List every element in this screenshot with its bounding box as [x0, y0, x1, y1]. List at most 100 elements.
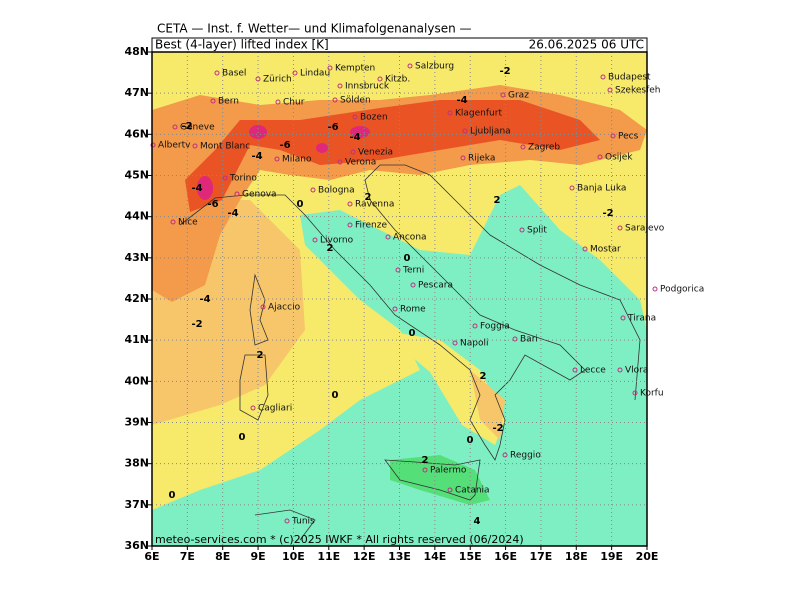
city-marker — [222, 175, 228, 181]
city-label: Terni — [402, 266, 424, 276]
city-marker — [597, 154, 603, 160]
city-marker — [210, 98, 216, 104]
contour-label: -4 — [349, 132, 360, 143]
city-label: Firenze — [355, 221, 387, 231]
contour-label: 0 — [467, 435, 474, 446]
city-marker — [617, 225, 623, 231]
footer: meteo-services.com * (c)2025 IWKF * All … — [155, 533, 524, 546]
city-label: Lindau — [300, 69, 330, 79]
city-marker — [385, 234, 391, 240]
contour-label: -4 — [251, 151, 262, 162]
field-name: Best (4-layer) lifted index [K] — [155, 38, 329, 52]
city-label: Palermo — [430, 466, 467, 476]
city-marker — [395, 267, 401, 273]
city-marker — [214, 70, 220, 76]
city-marker — [392, 306, 398, 312]
lon-label: 19E — [600, 550, 623, 563]
city-label: Bari — [520, 335, 538, 345]
lon-label: 13E — [388, 550, 411, 563]
city-label: Foggia — [480, 322, 510, 332]
city-marker — [310, 187, 316, 193]
lon-label: 16E — [494, 550, 517, 563]
city-marker — [352, 114, 358, 120]
contour-label: -4 — [191, 183, 202, 194]
city-label: Ancona — [393, 233, 427, 243]
city-marker — [460, 155, 466, 161]
city-marker — [347, 201, 353, 207]
city-marker — [447, 110, 453, 116]
contour-label: 2 — [365, 192, 372, 203]
city-label: Salzburg — [415, 62, 454, 72]
city-marker — [462, 128, 468, 134]
contour-label: 0 — [332, 390, 339, 401]
city-marker — [520, 144, 526, 150]
city-marker — [632, 390, 638, 396]
city-label: Podgorica — [660, 285, 704, 295]
city-label: Split — [527, 226, 547, 236]
city-label: Klagenfurt — [455, 109, 502, 119]
lat-label: 42N — [124, 292, 149, 305]
city-marker — [617, 367, 623, 373]
city-label: Kitzb. — [385, 75, 410, 85]
lon-label: 8E — [215, 550, 230, 563]
city-label: Banja Luka — [577, 184, 626, 194]
city-label: Tunis — [291, 517, 315, 527]
city-marker — [502, 452, 508, 458]
field-yellow-south — [380, 330, 505, 445]
city-label: Ljubljana — [470, 127, 511, 137]
lat-label: 40N — [124, 374, 149, 387]
city-label: Bozen — [360, 113, 388, 123]
city-marker — [512, 336, 518, 342]
contour-label: -2 — [492, 423, 503, 434]
lon-label: 7E — [180, 550, 195, 563]
city-marker — [172, 124, 178, 130]
city-label: Ajaccio — [268, 303, 301, 313]
city-label: Osijek — [605, 153, 633, 163]
contour-label: -2 — [181, 121, 192, 132]
contour-label: -6 — [279, 140, 290, 151]
city-label: Bern — [218, 97, 239, 107]
city-marker — [652, 286, 658, 292]
lon-label: 10E — [282, 550, 305, 563]
lat-label: 37N — [124, 498, 149, 511]
city-label: Graz — [508, 91, 529, 101]
lat-label: 39N — [124, 416, 149, 429]
city-marker — [250, 405, 256, 411]
city-label: Napoli — [460, 339, 488, 349]
city-label: Livorno — [320, 236, 354, 246]
contour-label: -4 — [199, 294, 210, 305]
lat-label: 47N — [124, 86, 149, 99]
city-label: Torino — [229, 174, 257, 184]
city-label: Budapest — [608, 73, 651, 83]
lat-label: 41N — [124, 333, 149, 346]
city-marker — [150, 142, 156, 148]
city-label: Albertv — [158, 141, 191, 151]
city-marker — [260, 304, 266, 310]
city-marker — [274, 156, 280, 162]
city-label: Venezia — [358, 148, 393, 158]
field-magenta — [197, 176, 213, 200]
city-label: Zürich — [263, 75, 292, 85]
city-marker — [292, 70, 298, 76]
lon-label: 12E — [353, 550, 376, 563]
city-label: Pecs — [618, 132, 639, 142]
city-marker — [350, 149, 356, 155]
city-marker — [422, 467, 428, 473]
city-label: Rome — [400, 305, 426, 315]
contour-label: -2 — [602, 208, 613, 219]
city-marker — [337, 83, 343, 89]
map-labels: Basel Zürich Lindau Kempten Salzburg Kitzb.In… — [150, 62, 704, 527]
city-label: Basel — [222, 69, 246, 79]
valid-time: 26.06.2025 06 UTC — [529, 38, 644, 52]
city-marker — [610, 133, 616, 139]
city-marker — [284, 518, 290, 524]
city-label: Rijeka — [468, 154, 495, 164]
city-label: Genova — [242, 190, 277, 200]
city-label: Cagliari — [258, 404, 292, 414]
contour-label: 0 — [297, 199, 304, 210]
city-marker — [600, 74, 606, 80]
city-marker — [377, 76, 383, 82]
city-marker — [410, 282, 416, 288]
city-label: Lecce — [580, 366, 606, 376]
city-marker — [582, 246, 588, 252]
